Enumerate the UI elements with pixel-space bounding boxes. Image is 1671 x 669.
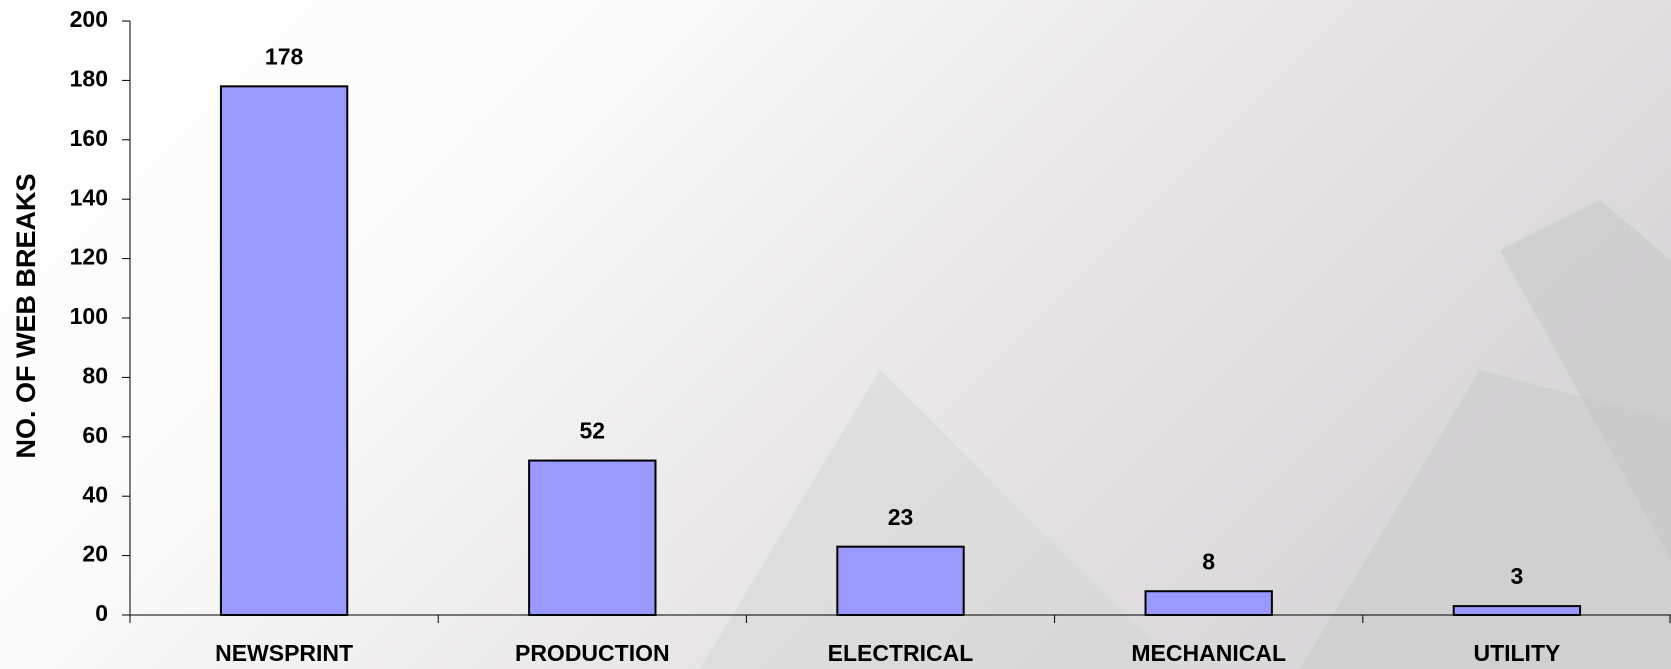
x-tick-label: ELECTRICAL bbox=[828, 640, 974, 666]
data-label: 23 bbox=[888, 504, 914, 530]
background-shape bbox=[700, 370, 1180, 669]
bar bbox=[1144, 590, 1273, 616]
background-shape bbox=[1500, 200, 1671, 560]
y-tick-label: 80 bbox=[82, 362, 108, 388]
data-label: 8 bbox=[1202, 548, 1215, 574]
data-label: 3 bbox=[1511, 563, 1524, 589]
data-label: 52 bbox=[580, 418, 606, 444]
y-tick-label: 0 bbox=[95, 600, 108, 626]
background-shape bbox=[1300, 370, 1671, 669]
x-tick-label: PRODUCTION bbox=[515, 640, 670, 666]
y-tick-label: 120 bbox=[70, 244, 108, 270]
bar bbox=[836, 545, 965, 616]
x-tick-label: UTILITY bbox=[1473, 640, 1560, 666]
y-tick-label: 200 bbox=[70, 6, 108, 32]
y-tick-label: 140 bbox=[70, 184, 108, 210]
bar bbox=[219, 85, 349, 616]
bar bbox=[528, 459, 657, 616]
y-tick-label: 20 bbox=[82, 541, 108, 567]
y-tick-label: 160 bbox=[70, 125, 108, 151]
y-axis-label: NO. OF WEB BREAKS bbox=[11, 173, 41, 458]
x-tick-label: MECHANICAL bbox=[1131, 640, 1286, 666]
y-tick-label: 60 bbox=[82, 422, 108, 448]
y-tick-label: 180 bbox=[70, 65, 108, 91]
data-label: 178 bbox=[265, 43, 304, 69]
y-tick-label: 100 bbox=[70, 303, 108, 329]
y-tick-label: 40 bbox=[82, 481, 108, 507]
x-tick-label: NEWSPRINT bbox=[215, 640, 353, 666]
bar bbox=[1452, 605, 1582, 617]
